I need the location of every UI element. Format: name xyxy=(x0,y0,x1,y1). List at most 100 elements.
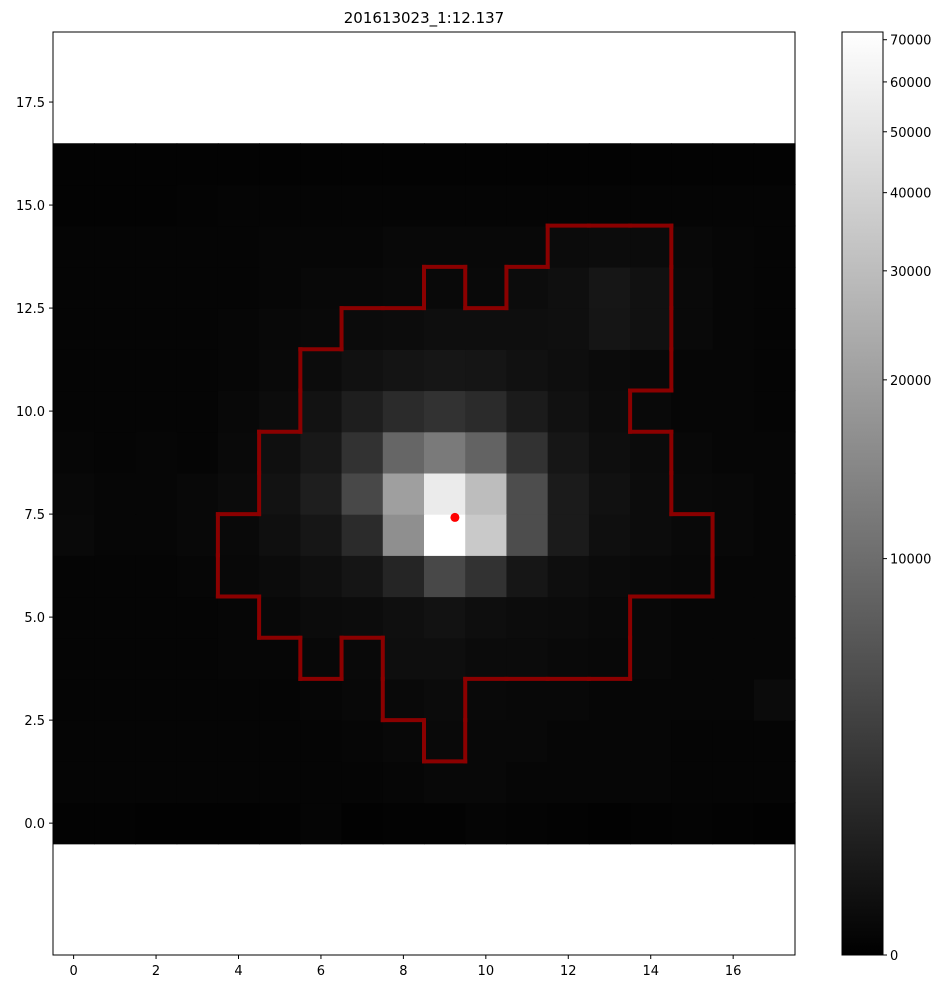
heatmap-cell xyxy=(547,266,590,309)
heatmap-cell xyxy=(671,266,714,309)
heatmap-cell xyxy=(341,555,384,598)
x-axis: 0 2 4 6 8 10 12 14 16 xyxy=(69,955,741,979)
heatmap-cell xyxy=(753,184,796,227)
heatmap-cell xyxy=(465,678,508,721)
heatmap-cell xyxy=(712,308,755,350)
heatmap-cell xyxy=(424,390,466,433)
heatmap-cell xyxy=(547,637,590,680)
heatmap-cell xyxy=(94,143,137,186)
heatmap-cell xyxy=(465,431,508,474)
heatmap-cell xyxy=(176,637,219,680)
heatmap-cell xyxy=(176,596,219,639)
heatmap-cell xyxy=(259,514,301,556)
heatmap-cell xyxy=(753,472,796,515)
heatmap-cell xyxy=(424,431,466,474)
heatmap-cell xyxy=(424,720,466,762)
heatmap-cell xyxy=(712,390,755,433)
heatmap-cell xyxy=(506,184,549,227)
heatmap-cell xyxy=(588,514,631,556)
heatmap-cell xyxy=(588,225,631,268)
heatmap-cell xyxy=(53,637,95,680)
heatmap-cell xyxy=(465,637,508,680)
heatmap-cell xyxy=(217,266,260,309)
heatmap-cell xyxy=(588,143,631,186)
heatmap-cell xyxy=(382,184,425,227)
heatmap-cell xyxy=(341,431,384,474)
heatmap-cell xyxy=(547,802,590,845)
heatmap-cell xyxy=(465,349,508,392)
heatmap-cell xyxy=(300,225,343,268)
heatmap-cell xyxy=(217,514,260,556)
heatmap-cell xyxy=(671,349,714,392)
heatmap-cell xyxy=(382,720,425,762)
heatmap-cell xyxy=(424,802,466,845)
heatmap-cell xyxy=(382,143,425,186)
heatmap-cell xyxy=(671,555,714,598)
heatmap-cell xyxy=(465,514,508,556)
heatmap-cell xyxy=(712,143,755,186)
heatmap-cell xyxy=(259,596,301,639)
heatmap-cell xyxy=(506,555,549,598)
heatmap-cell xyxy=(135,225,178,268)
heatmap-cell xyxy=(753,266,796,309)
heatmap-cell xyxy=(176,390,219,433)
colorbar-tick-label: 20000 xyxy=(890,374,931,389)
heatmap-cell xyxy=(217,596,260,639)
x-tick-label: 2 xyxy=(152,964,160,979)
heatmap-cell xyxy=(94,555,137,598)
heatmap-cell xyxy=(588,720,631,762)
heatmap-cell xyxy=(630,472,672,515)
heatmap-cell xyxy=(135,184,178,227)
heatmap-cell xyxy=(259,802,301,845)
heatmap-cell xyxy=(465,761,508,804)
heatmap-cell xyxy=(506,637,549,680)
heatmap-cell xyxy=(424,349,466,392)
heatmap-cell xyxy=(671,678,714,721)
heatmap-cell xyxy=(547,761,590,804)
heatmap-cell xyxy=(671,143,714,186)
heatmap-cell xyxy=(217,472,260,515)
heatmap-cell xyxy=(300,472,343,515)
heatmap-cell xyxy=(712,266,755,309)
heatmap-cell xyxy=(547,678,590,721)
heatmap-cell xyxy=(753,761,796,804)
heatmap-cell xyxy=(217,761,260,804)
heatmap-cell xyxy=(259,637,301,680)
heatmap-cell xyxy=(341,143,384,186)
x-tick-label: 8 xyxy=(399,964,407,979)
colorbar-tick-label: 60000 xyxy=(890,76,931,91)
heatmap-cell xyxy=(506,472,549,515)
heatmap-cell xyxy=(465,308,508,350)
heatmap-cell xyxy=(753,390,796,433)
x-tick-label: 12 xyxy=(560,964,577,979)
heatmap-cell xyxy=(259,308,301,350)
x-tick-label: 6 xyxy=(317,964,325,979)
heatmap-cell xyxy=(217,678,260,721)
heatmap-cell xyxy=(671,472,714,515)
heatmap-cell xyxy=(630,266,672,309)
heatmap-cell xyxy=(506,390,549,433)
heatmap-cell xyxy=(753,596,796,639)
heatmap-cell xyxy=(465,472,508,515)
heatmap-cell xyxy=(630,555,672,598)
heatmap-cell xyxy=(382,349,425,392)
heatmap-cell xyxy=(671,637,714,680)
y-tick-label: 15.0 xyxy=(16,199,45,214)
heatmap-cell xyxy=(382,390,425,433)
heatmap-cell xyxy=(341,514,384,556)
heatmap-cell xyxy=(465,390,508,433)
heatmap-cell xyxy=(341,720,384,762)
heatmap-cell xyxy=(547,184,590,227)
heatmap-cell xyxy=(547,349,590,392)
heatmap-cell xyxy=(176,761,219,804)
heatmap-cell xyxy=(53,802,95,845)
heatmap-cell xyxy=(259,349,301,392)
heatmap-cell xyxy=(94,472,137,515)
heatmap-cell xyxy=(217,720,260,762)
heatmap-cell xyxy=(506,802,549,845)
heatmap-cell xyxy=(94,431,137,474)
heatmap-cell xyxy=(94,761,137,804)
y-tick-label: 10.0 xyxy=(16,405,45,420)
heatmap-cell xyxy=(712,472,755,515)
heatmap-cell xyxy=(424,761,466,804)
